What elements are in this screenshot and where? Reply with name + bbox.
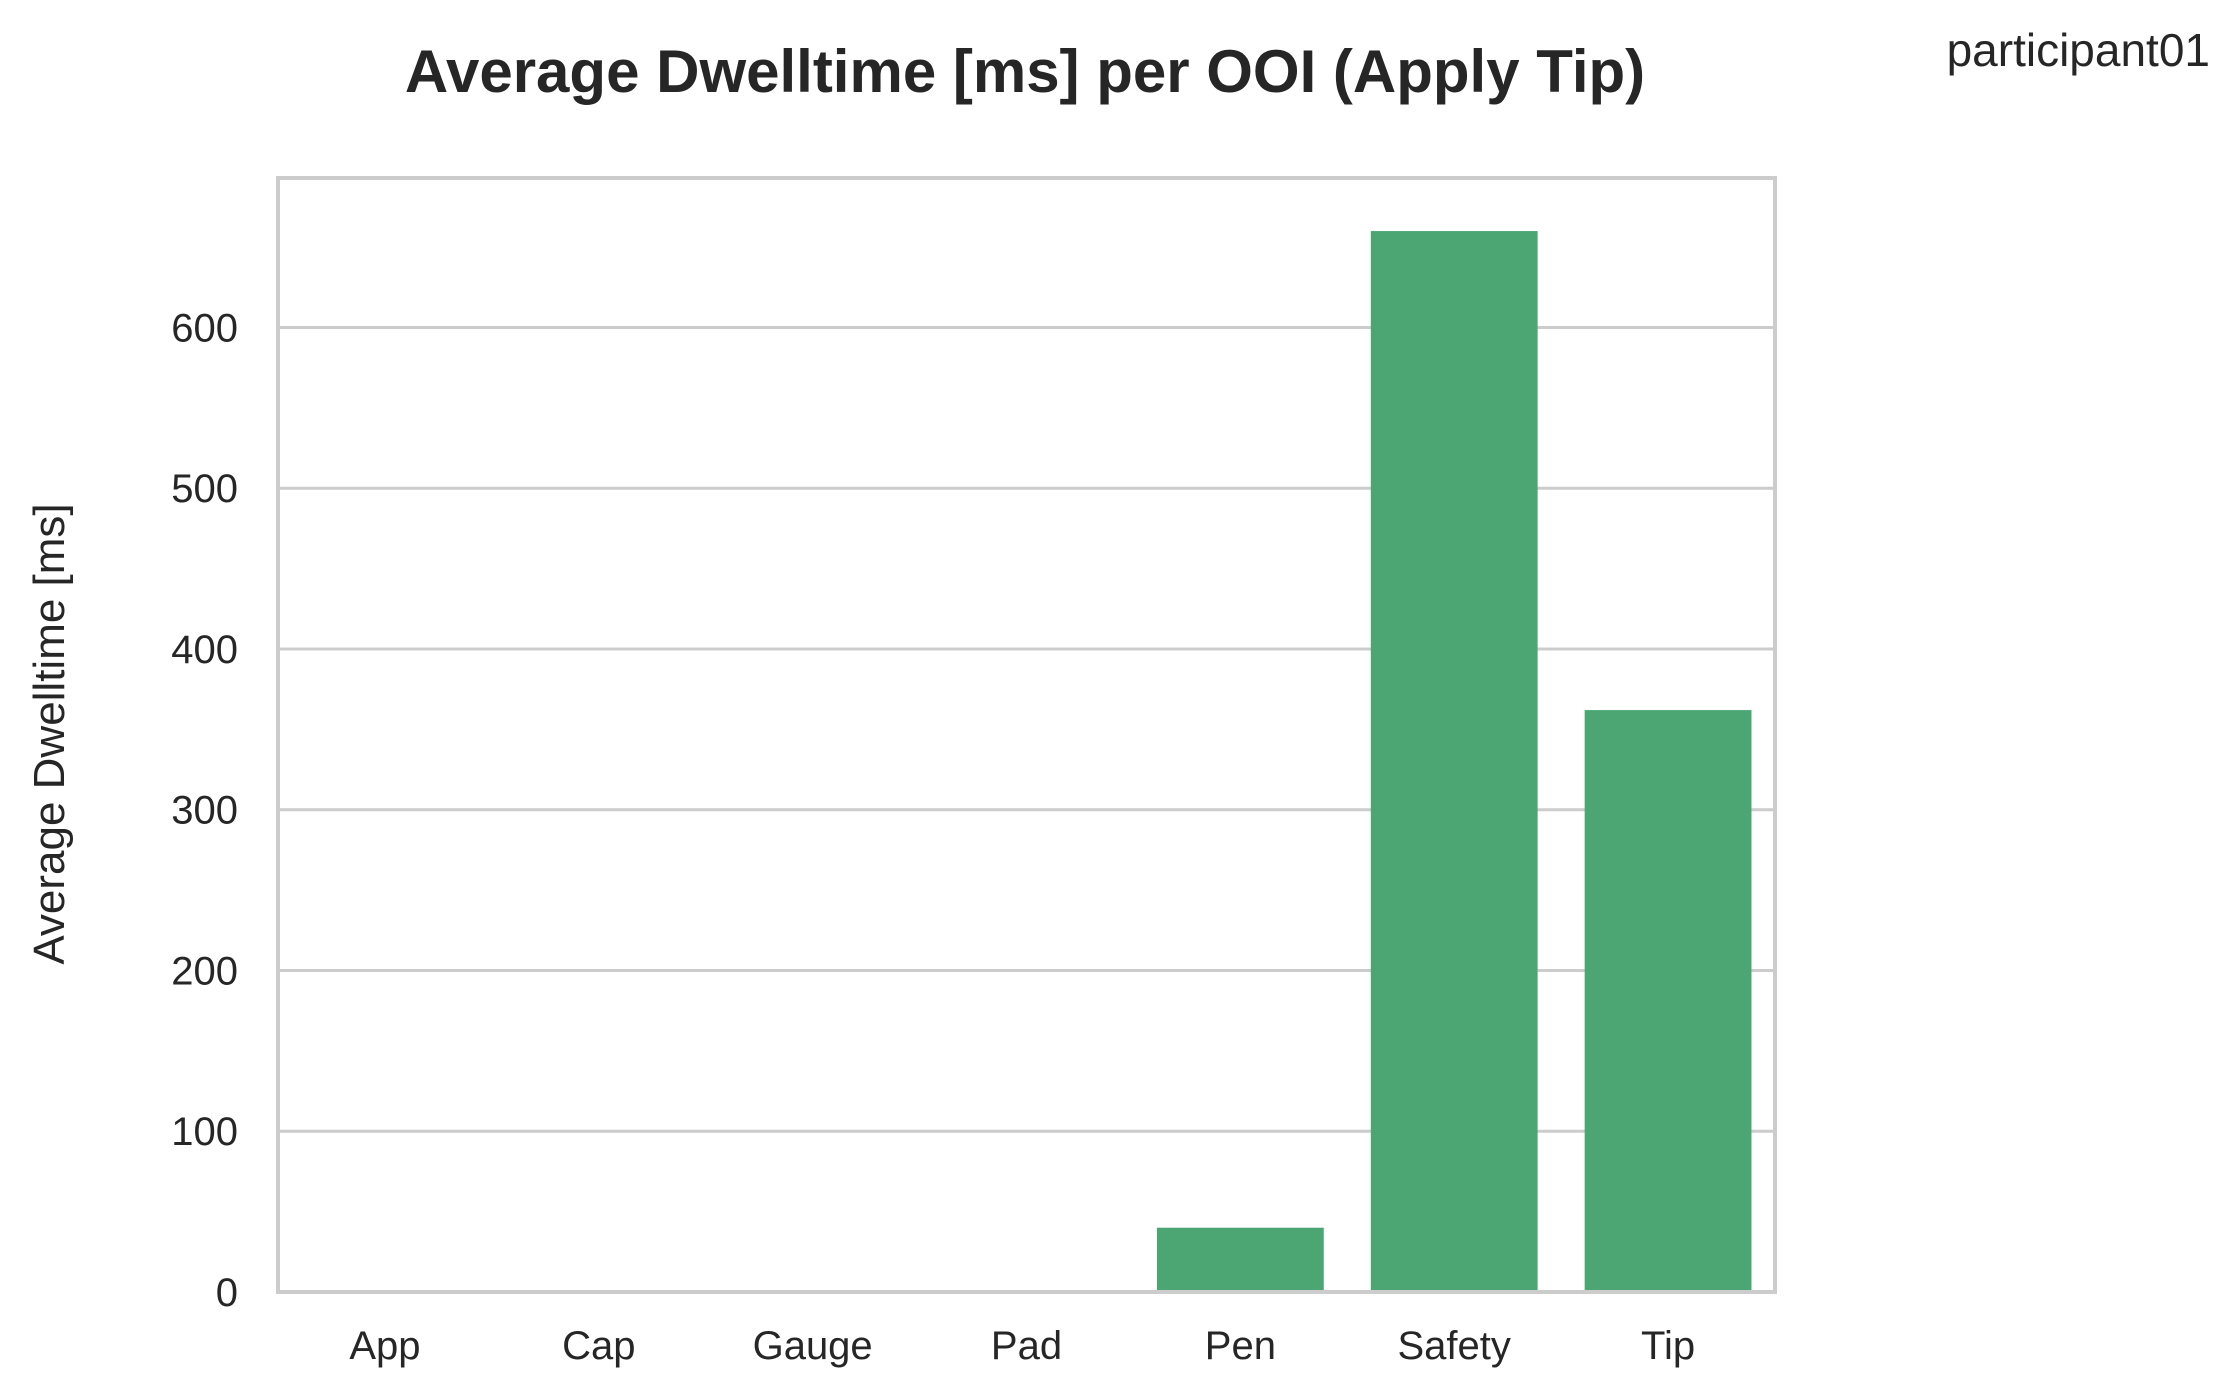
x-tick-label: Safety xyxy=(1398,1324,1511,1368)
y-tick-label: 600 xyxy=(171,306,238,350)
x-tick-label: Tip xyxy=(1641,1324,1695,1368)
y-tick-label: 500 xyxy=(171,467,238,511)
y-tick-label: 100 xyxy=(171,1110,238,1154)
y-tick-label: 400 xyxy=(171,628,238,672)
x-tick-labels: App Cap Gauge Pad Pen Safety Tip xyxy=(349,1324,1695,1368)
bar xyxy=(1370,231,1538,1293)
y-tick-label: 0 xyxy=(216,1271,238,1315)
bar xyxy=(1156,1227,1324,1292)
x-tick-label: Pen xyxy=(1205,1324,1276,1368)
x-tick-label: Cap xyxy=(562,1324,635,1368)
y-tick-label: 200 xyxy=(171,949,238,993)
chart-title: Average Dwelltime [ms] per OOI (Apply Ti… xyxy=(405,38,1645,105)
gridlines xyxy=(278,325,1775,1294)
x-tick-label: Pad xyxy=(991,1324,1062,1368)
y-axis-label: Average Dwelltime [ms] xyxy=(25,503,74,964)
bar xyxy=(1584,710,1752,1292)
plot-frame xyxy=(276,176,1777,1294)
x-tick-label: Gauge xyxy=(753,1324,873,1368)
x-tick-label: App xyxy=(349,1324,420,1368)
plot-border xyxy=(276,176,1777,1294)
participant-label: participant01 xyxy=(1947,24,2210,76)
y-tick-label: 300 xyxy=(171,789,238,833)
y-tick-labels: 0 100 200 300 400 500 600 xyxy=(171,306,238,1315)
bars xyxy=(1156,231,1752,1293)
